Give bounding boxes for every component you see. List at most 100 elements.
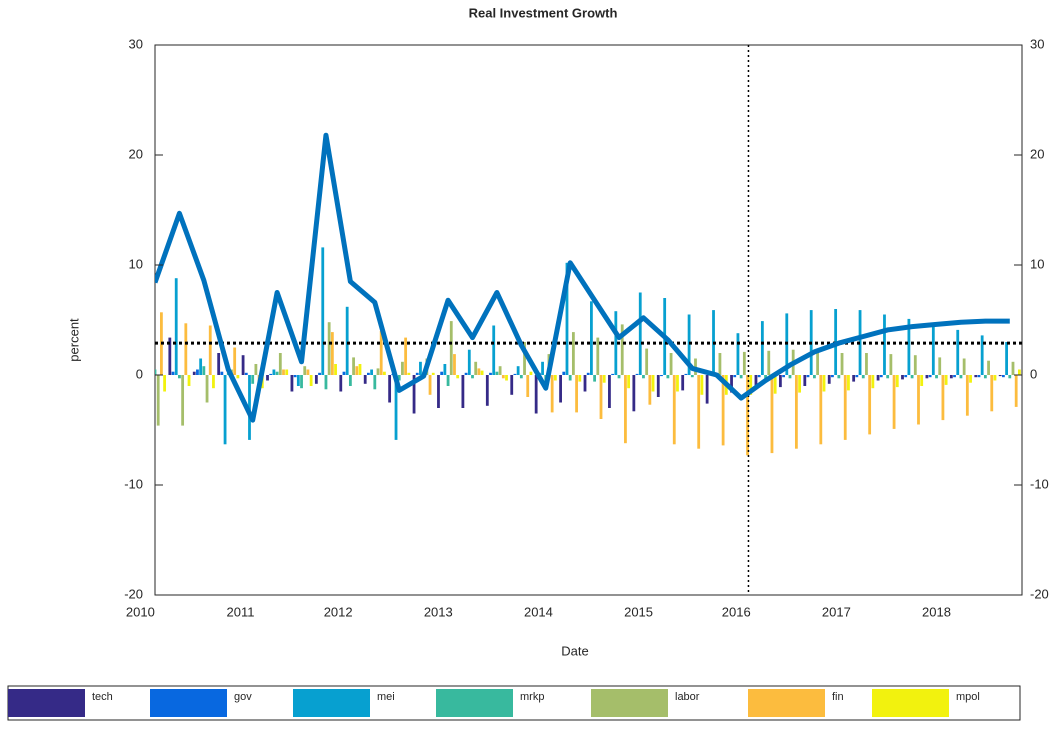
bar [700, 375, 704, 395]
bar [977, 375, 981, 378]
bar [453, 354, 456, 375]
x-tick-label: 2014 [524, 604, 553, 619]
bar [990, 375, 994, 412]
bar [645, 348, 649, 375]
bar [404, 337, 408, 375]
bar [910, 375, 914, 379]
bar [868, 375, 872, 435]
bar [611, 373, 615, 375]
bar [187, 375, 191, 386]
bar [233, 347, 237, 375]
bar [767, 350, 771, 375]
bar [348, 375, 352, 386]
bar [272, 369, 276, 375]
bar [956, 329, 960, 375]
bar [171, 371, 175, 375]
bar [431, 372, 435, 375]
bar [907, 318, 911, 375]
bar [541, 361, 544, 375]
bar [666, 375, 670, 379]
bar [819, 375, 823, 445]
bar [794, 375, 798, 449]
bar [370, 369, 374, 375]
bar [327, 322, 331, 375]
bar [931, 324, 935, 375]
bar [523, 342, 526, 375]
bar [178, 375, 181, 379]
bar [345, 306, 349, 375]
bar [632, 375, 636, 412]
bar [627, 375, 631, 389]
bar [831, 375, 834, 378]
bar [778, 375, 782, 388]
bar [244, 372, 248, 375]
bar [617, 375, 621, 379]
bar [147, 375, 150, 378]
bar [144, 342, 147, 375]
y-tick-label: -20 [124, 586, 143, 601]
bar [318, 372, 321, 375]
bar [196, 369, 199, 375]
bar [223, 375, 227, 445]
bar [394, 375, 398, 440]
bar [798, 375, 801, 393]
bar [837, 375, 841, 379]
bar [181, 375, 185, 426]
bar [746, 375, 749, 456]
bar [248, 375, 251, 440]
bar [949, 375, 953, 379]
bar [608, 375, 611, 408]
legend-swatch [748, 689, 825, 717]
bar [192, 371, 196, 375]
bar [156, 375, 160, 426]
bar [635, 373, 639, 375]
bar [220, 371, 224, 375]
bar [718, 353, 722, 375]
x-axis-label: Date [561, 643, 588, 658]
bar [471, 375, 474, 379]
bar [578, 375, 582, 382]
bar [254, 364, 258, 375]
bar [202, 366, 206, 375]
bar [721, 375, 725, 446]
bar [278, 353, 282, 375]
bar [1005, 342, 1008, 375]
bar [355, 366, 359, 375]
bar [1001, 375, 1005, 378]
bar [241, 355, 245, 375]
bar [656, 375, 660, 397]
bar [749, 375, 753, 395]
bar [492, 325, 496, 375]
bar [871, 375, 875, 389]
bar [174, 278, 178, 375]
bar [676, 375, 679, 392]
bar [212, 375, 215, 389]
legend-label: mpol [956, 691, 980, 703]
y-tick-label: -10 [124, 476, 143, 491]
bar [428, 375, 432, 395]
bar [928, 375, 932, 378]
legend-swatch [436, 689, 513, 717]
bar [651, 375, 655, 392]
bar [822, 375, 826, 392]
bar [330, 332, 334, 375]
y-tick-label: 10 [129, 256, 143, 271]
bar [443, 364, 447, 375]
x-tick-label: 2012 [324, 604, 353, 619]
bar [803, 375, 807, 386]
bar [816, 350, 820, 375]
bar [980, 335, 984, 375]
bar [730, 375, 733, 393]
bar [782, 375, 785, 378]
bar [397, 375, 401, 381]
bar [917, 375, 920, 425]
bar [388, 375, 392, 403]
bar [367, 372, 370, 375]
bar [843, 375, 847, 440]
bar [739, 375, 743, 379]
bar [788, 375, 792, 379]
bar [660, 375, 663, 377]
bar [935, 375, 938, 379]
bar [764, 375, 767, 379]
bar [415, 372, 419, 375]
